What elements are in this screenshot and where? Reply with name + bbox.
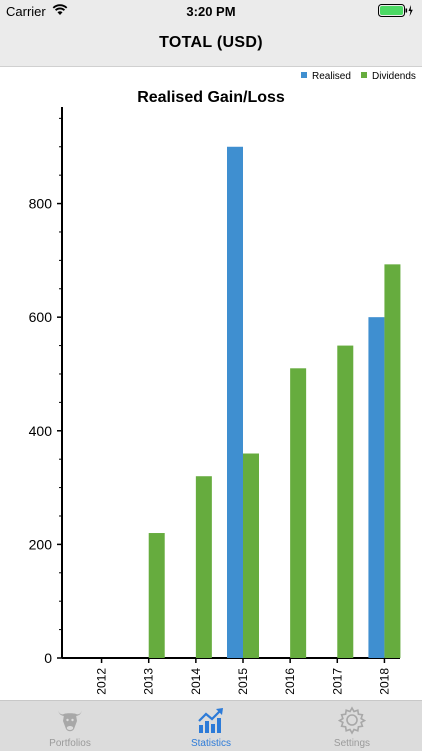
page-title: TOTAL (USD) [159,34,263,51]
y-tick-label: 400 [29,423,53,439]
chart-icon [198,708,223,733]
gear-icon [337,706,367,735]
x-tick-label: 2017 [330,668,344,695]
bar-chart: Realised Gain/Loss Realised Dividends 0 200 4… [29,71,416,695]
tab-label: Statistics [190,738,231,749]
tab-label: Settings [333,738,371,749]
status-bar: Carrier 3:20 PM [0,0,422,22]
y-tick-label: 800 [29,196,53,212]
legend-swatch-dividends [361,72,367,78]
bar-realised-2018 [368,317,385,658]
tab-bar: Portfolios Statistics Settings [0,700,422,751]
clock: 3:20 PM [186,4,236,19]
bar-dividends-2013 [148,533,165,658]
tab-label: Portfolios [49,738,91,749]
y-tick-label: 0 [44,650,52,666]
y-tick-label: 200 [29,536,53,552]
x-tick-label: 2014 [189,668,203,695]
bar-dividends-2015 [243,453,259,658]
carrier-label: Carrier [6,4,46,19]
tab-settings[interactable]: Settings [282,701,422,751]
bull-icon [58,710,82,732]
battery-icon [378,4,413,17]
wifi-icon [52,4,68,15]
bar-dividends-2018 [384,264,401,658]
x-tick-label: 2018 [377,668,391,695]
legend-swatch-realised [301,72,307,78]
tab-portfolios[interactable]: Portfolios [0,701,140,751]
navigation-bar: TOTAL (USD) [0,22,422,67]
y-tick-label: 600 [29,309,53,325]
x-tick-label: 2013 [142,668,156,695]
legend-label-dividends: Dividends [372,71,416,82]
chart-title: Realised Gain/Loss [137,89,285,106]
bar-dividends-2016 [290,368,307,658]
bar-dividends-2017 [337,345,354,658]
bar-dividends-2014 [195,476,212,658]
x-tick-label: 2012 [95,668,109,695]
x-tick-label: 2015 [236,668,250,695]
x-tick-label: 2016 [283,668,297,695]
tab-statistics[interactable]: Statistics [141,701,281,751]
bar-realised-2015 [227,146,243,658]
legend-label-realised: Realised [312,71,351,82]
